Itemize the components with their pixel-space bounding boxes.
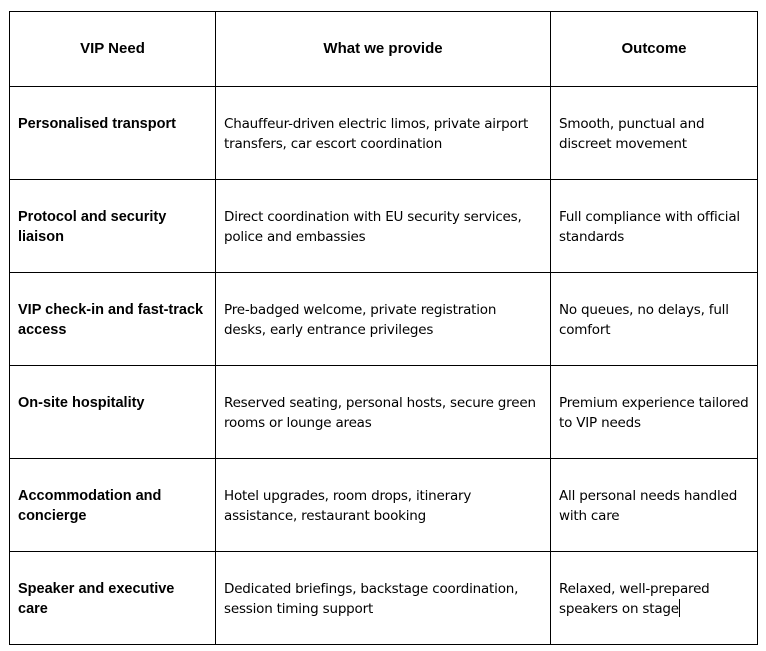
table-row: Accommodation and concierge Hotel upgrad… [9, 458, 758, 552]
header-what-we-provide[interactable]: What we provide [215, 11, 551, 87]
header-outcome-label: Outcome [621, 40, 687, 57]
cell-vip-need[interactable]: Personalised transport [9, 86, 216, 180]
cell-text: Protocol and security liaison [18, 209, 167, 245]
table-row: On-site hospitality Reserved seating, pe… [9, 365, 758, 459]
cell-vip-need[interactable]: On-site hospitality [9, 365, 216, 459]
cell-text: Accommodation and concierge [18, 488, 162, 524]
cell-vip-need[interactable]: Speaker and executive care [9, 551, 216, 645]
cell-text: Full compliance with official standards [559, 209, 740, 245]
table-row: Personalised transport Chauffeur-driven … [9, 86, 758, 180]
table-row: Speaker and executive care Dedicated bri… [9, 551, 758, 645]
cell-text: Hotel upgrades, room drops, itinerary as… [224, 488, 472, 524]
cell-text: Personalised transport [18, 116, 176, 132]
table-row: Protocol and security liaison Direct coo… [9, 179, 758, 273]
cell-text: No queues, no delays, full comfort [559, 302, 729, 338]
vip-services-table: VIP Need What we provide Outcome Persona… [9, 11, 758, 645]
cell-text: Direct coordination with EU security ser… [224, 209, 522, 245]
cell-outcome[interactable]: All personal needs handled with care [550, 458, 758, 552]
header-outcome[interactable]: Outcome [550, 11, 758, 87]
cell-outcome[interactable]: Relaxed, well-prepared speakers on stage [550, 551, 758, 645]
cell-what-we-provide[interactable]: Direct coordination with EU security ser… [215, 179, 551, 273]
cell-text: Dedicated briefings, backstage coordinat… [224, 581, 519, 617]
cell-text: All personal needs handled with care [559, 488, 738, 524]
cell-text: VIP check-in and fast-track access [18, 302, 204, 338]
cell-what-we-provide[interactable]: Pre-badged welcome, private registration… [215, 272, 551, 366]
cell-what-we-provide[interactable]: Dedicated briefings, backstage coordinat… [215, 551, 551, 645]
cell-text: Relaxed, well-prepared speakers on stage [559, 581, 710, 617]
cell-outcome[interactable]: Smooth, punctual and discreet movement [550, 86, 758, 180]
cell-text: Speaker and executive care [18, 581, 175, 617]
cell-text: Reserved seating, personal hosts, secure… [224, 395, 536, 431]
cell-vip-need[interactable]: VIP check-in and fast-track access [9, 272, 216, 366]
cell-what-we-provide[interactable]: Chauffeur-driven electric limos, private… [215, 86, 551, 180]
cell-what-we-provide[interactable]: Hotel upgrades, room drops, itinerary as… [215, 458, 551, 552]
cell-outcome[interactable]: No queues, no delays, full comfort [550, 272, 758, 366]
header-vip-need-label: VIP Need [80, 40, 145, 57]
header-what-we-provide-label: What we provide [323, 40, 443, 57]
cell-outcome[interactable]: Premium experience tailored to VIP needs [550, 365, 758, 459]
cell-text: On-site hospitality [18, 395, 145, 411]
cell-text: Chauffeur-driven electric limos, private… [224, 116, 529, 152]
cell-vip-need[interactable]: Accommodation and concierge [9, 458, 216, 552]
cell-vip-need[interactable]: Protocol and security liaison [9, 179, 216, 273]
header-row: VIP Need What we provide Outcome [9, 11, 758, 87]
header-vip-need[interactable]: VIP Need [9, 11, 216, 87]
cell-outcome[interactable]: Full compliance with official standards [550, 179, 758, 273]
cell-text: Pre-badged welcome, private registration… [224, 302, 497, 338]
table-row: VIP check-in and fast-track access Pre-b… [9, 272, 758, 366]
text-cursor [678, 599, 680, 617]
cell-text: Smooth, punctual and discreet movement [559, 116, 705, 152]
cell-what-we-provide[interactable]: Reserved seating, personal hosts, secure… [215, 365, 551, 459]
cell-text: Premium experience tailored to VIP needs [559, 395, 749, 431]
